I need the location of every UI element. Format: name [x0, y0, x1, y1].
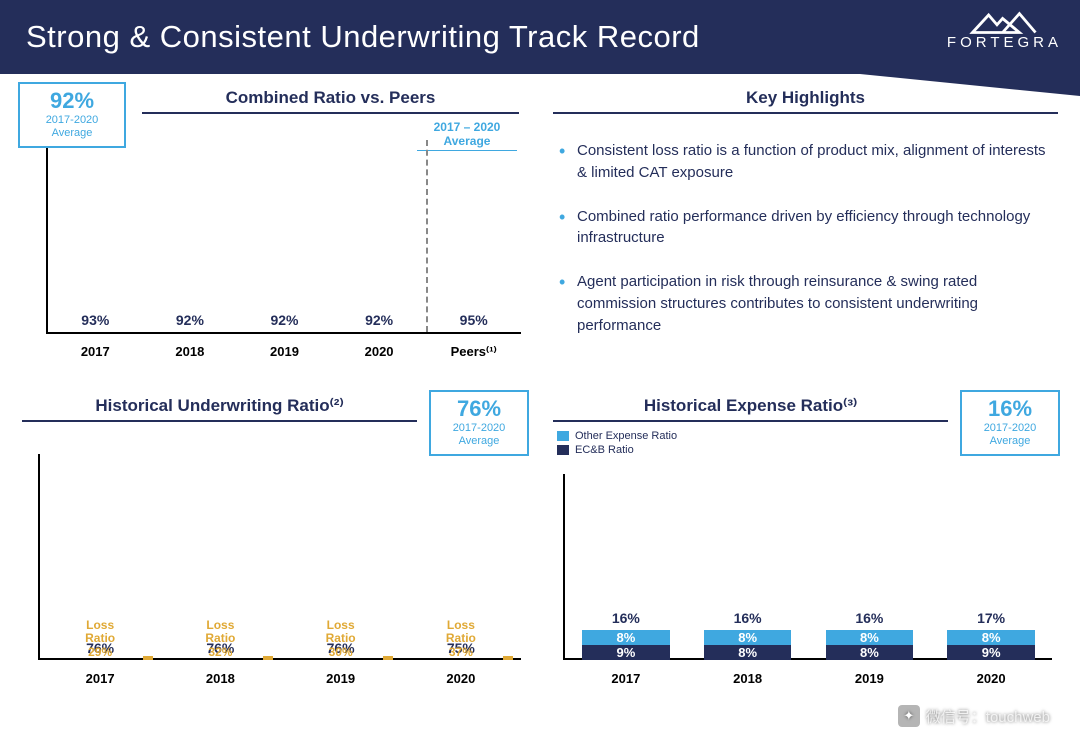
highlights-list: Consistent loss ratio is a function of p… [553, 122, 1058, 336]
combined-ratio-stat: 92% 2017-2020Average [18, 82, 126, 148]
x-axis-label: 2019 [281, 671, 401, 686]
highlights-title: Key Highlights [553, 88, 1058, 114]
loss-ratio-label: LossRatio29% [56, 619, 145, 660]
stat-value: 76% [441, 398, 517, 420]
mountain-icon [947, 8, 1062, 36]
bar-segment: 8% [582, 630, 670, 645]
bar-value-label: 92% [365, 312, 393, 328]
bar-segment: 9% [582, 645, 670, 660]
loss-ratio-label: LossRatio30% [296, 619, 385, 660]
bar-value-label: 93% [81, 312, 109, 328]
bar-slot: 16%8%9% [565, 630, 687, 660]
expense-chart: Other Expense RatioEC&B Ratio 16%8%9%16%… [553, 430, 1058, 690]
highlight-item: Combined ratio performance driven by eff… [559, 206, 1052, 250]
bar-segment: 9% [947, 645, 1035, 660]
bar-total-label: 16% [734, 610, 762, 626]
underwriting-chart: 76%LossRatio29%76%LossRatio32%76%LossRat… [26, 430, 527, 690]
bar-slot: 17%8%9% [930, 630, 1052, 660]
x-axis-label: 2017 [40, 671, 160, 686]
combined-ratio-panel: 92% 2017-2020Average Combined Ratio vs. … [22, 88, 527, 388]
highlight-item: Consistent loss ratio is a function of p… [559, 140, 1052, 184]
brand-logo: FORTEGRA [947, 8, 1062, 51]
underwriting-ratio-panel: 76% 2017-2020Average Historical Underwri… [22, 396, 527, 716]
x-axis-label: 2019 [237, 344, 332, 360]
legend-swatch [557, 431, 569, 441]
bar-segment: 8% [826, 630, 914, 645]
x-axis-label: 2017 [565, 671, 687, 686]
underwriting-title: Historical Underwriting Ratio⁽²⁾ [22, 396, 417, 422]
bar-segment: 8% [826, 645, 914, 660]
x-axis-label: 2018 [143, 344, 238, 360]
loss-ratio-label: LossRatio37% [416, 619, 505, 660]
x-axis-label: 2018 [160, 671, 280, 686]
bar-total-label: 16% [612, 610, 640, 626]
slide-header: Strong & Consistent Underwriting Track R… [0, 0, 1080, 74]
x-axis-label: 2019 [809, 671, 931, 686]
legend-item: EC&B Ratio [557, 444, 677, 456]
bar-segment: 8% [947, 630, 1035, 645]
bar-slot: 16%8%8% [687, 630, 809, 660]
legend-label: Other Expense Ratio [575, 430, 677, 442]
slide-title: Strong & Consistent Underwriting Track R… [26, 19, 700, 55]
x-axis-label: 2018 [687, 671, 809, 686]
brand-name: FORTEGRA [947, 34, 1062, 51]
combined-ratio-title: Combined Ratio vs. Peers [142, 88, 519, 114]
highlight-item: Agent participation in risk through rein… [559, 271, 1052, 336]
bar-value-label: 95% [460, 312, 488, 328]
expense-legend: Other Expense Ratio EC&B Ratio [557, 430, 677, 458]
bar-value-label: 92% [176, 312, 204, 328]
legend-label: EC&B Ratio [575, 444, 634, 456]
legend-item: Other Expense Ratio [557, 430, 677, 442]
bar-total-label: 16% [855, 610, 883, 626]
slide-content: 92% 2017-2020Average Combined Ratio vs. … [0, 74, 1080, 745]
loss-ratio-label: LossRatio32% [176, 619, 265, 660]
x-axis-label: 2020 [401, 671, 521, 686]
wechat-icon: ✦ [898, 705, 920, 727]
legend-swatch [557, 445, 569, 455]
x-axis-label: 2020 [332, 344, 427, 360]
x-axis-label: 2020 [930, 671, 1052, 686]
x-axis-label: Peers⁽¹⁾ [426, 344, 521, 360]
highlights-panel: Key Highlights Consistent loss ratio is … [553, 88, 1058, 388]
bar-value-label: 92% [270, 312, 298, 328]
stat-value: 16% [972, 398, 1048, 420]
watermark: ✦ 微信号：touchweb [898, 705, 1050, 727]
bar-segment: 8% [704, 630, 792, 645]
underwriting-stat: 76% 2017-2020Average [429, 390, 529, 456]
expense-title: Historical Expense Ratio⁽³⁾ [553, 396, 948, 422]
x-axis-label: 2017 [48, 344, 143, 360]
expense-ratio-panel: 16% 2017-2020Average Historical Expense … [553, 396, 1058, 716]
bar-segment: 8% [704, 645, 792, 660]
bar-slot: 16%8%8% [809, 630, 931, 660]
stat-value: 92% [30, 90, 114, 112]
combined-ratio-chart: 2017 – 2020 Average 93%92%92%92%95% 2017… [32, 122, 527, 362]
expense-stat: 16% 2017-2020Average [960, 390, 1060, 456]
bar-total-label: 17% [977, 610, 1005, 626]
